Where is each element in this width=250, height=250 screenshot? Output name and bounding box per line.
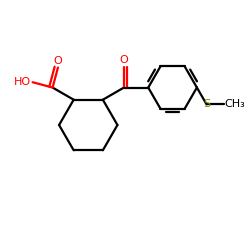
Text: CH₃: CH₃ [225, 100, 246, 110]
Text: HO: HO [14, 77, 32, 87]
Text: O: O [120, 55, 128, 65]
Text: S: S [203, 100, 210, 110]
Text: O: O [54, 56, 62, 66]
